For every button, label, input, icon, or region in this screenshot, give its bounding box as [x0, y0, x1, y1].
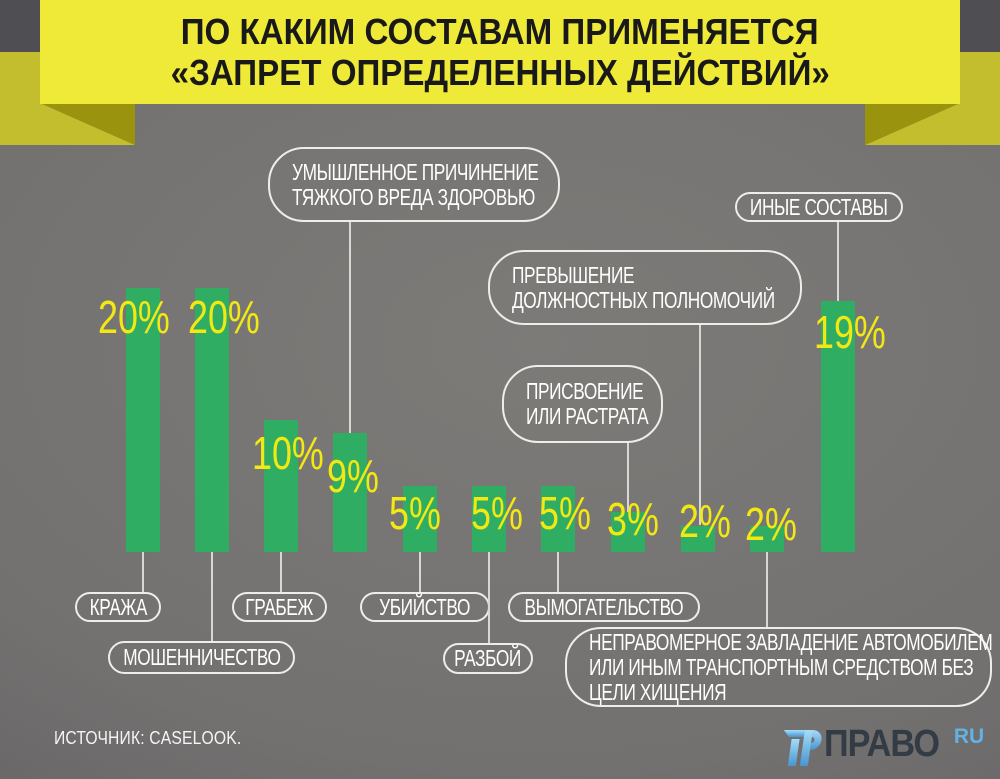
bar-value-label: 5% — [471, 487, 523, 539]
page-title-line-2: «ЗАПРЕТ ОПРЕДЕЛЕННЫХ ДЕЙСТВИЙ» — [170, 52, 830, 93]
category-callout-label: ГРАБЕЖ — [245, 593, 314, 620]
logo-wordmark: ПРАВО — [824, 723, 940, 765]
category-callout: МОШЕННИЧЕСТВО — [108, 641, 295, 674]
bar-value-label: 2% — [745, 498, 797, 550]
callout-connector-line — [699, 323, 701, 525]
pravo-logo-icon — [783, 730, 822, 766]
category-callout: КРАЖА — [75, 592, 161, 622]
logo-domain-suffix: RU — [953, 725, 985, 748]
chart-bar — [126, 288, 160, 552]
source-note: ИСТОЧНИК: CASELOOK. — [54, 728, 242, 748]
title-banner: ПО КАКИМ СОСТАВАМ ПРИМЕНЯЕТСЯ «ЗАПРЕТ ОП… — [40, 0, 960, 104]
bar-value-label: 2% — [679, 495, 731, 547]
bar-value-label: 20% — [188, 291, 260, 343]
category-callout-label: ИНЫЕ СОСТАВЫ — [750, 193, 888, 220]
bar-value-label: 19% — [814, 306, 886, 358]
pravo-ru-logo: ПРАВО RU — [776, 722, 984, 768]
chart-bar — [195, 288, 229, 552]
callout-connector-line — [488, 552, 490, 643]
bar-value-label: 10% — [252, 427, 324, 479]
category-callout-label: МОШЕННИЧЕСТВО — [122, 644, 281, 670]
category-callout-label: КРАЖА — [89, 593, 147, 620]
category-callout-label: УМЫШЛЕННОЕ ПРИЧИНЕНИЕ ТЯЖКОГО ВРЕДА ЗДОР… — [292, 158, 539, 210]
category-callout-label: ПРИСВОЕНИЕ ИЛИ РАСТРАТА — [526, 378, 649, 429]
category-callout-label: РАЗБОЙ — [454, 645, 522, 671]
bar-value-label: 9% — [327, 450, 379, 502]
category-callout: ПРЕВЫШЕНИЕ ДОЛЖНОСТНЫХ ПОЛНОМОЧИЙ — [488, 250, 802, 325]
chart-bar — [611, 512, 645, 552]
category-callout: ГРАБЕЖ — [232, 592, 327, 622]
chart-bar — [403, 486, 437, 552]
callout-connector-line — [211, 552, 213, 641]
chart-bar — [750, 525, 784, 552]
category-callout-label: ПРЕВЫШЕНИЕ ДОЛЖНОСТНЫХ ПОЛНОМОЧИЙ — [512, 261, 775, 313]
chart-bar — [681, 525, 715, 552]
ribbon-fold-left — [40, 103, 135, 145]
chart-bar — [333, 433, 367, 552]
category-callout: РАЗБОЙ — [443, 643, 533, 674]
ribbon-fold-right — [865, 103, 960, 145]
category-callout: НЕПРАВОМЕРНОЕ ЗАВЛАДЕНИЕ АВТОМОБИЛЕМ ИЛИ… — [565, 627, 993, 707]
callout-connector-line — [419, 552, 421, 592]
callout-connector-line — [280, 552, 282, 592]
category-callout-label: ВЫМОГАТЕЛЬСТВО — [524, 593, 684, 620]
chart-bar — [472, 486, 506, 552]
ribbon-tail-left — [0, 52, 40, 145]
callout-connector-line — [837, 221, 839, 301]
callout-connector-line — [766, 552, 768, 627]
category-callout: ИНЫЕ СОСТАВЫ — [735, 192, 903, 222]
category-callout: УМЫШЛЕННОЕ ПРИЧИНЕНИЕ ТЯЖКОГО ВРЕДА ЗДОР… — [268, 147, 560, 222]
bar-value-label: 5% — [389, 487, 441, 539]
category-callout-label: НЕПРАВОМЕРНОЕ ЗАВЛАДЕНИЕ АВТОМОБИЛЕМ ИЛИ… — [589, 628, 993, 705]
category-callout: ПРИСВОЕНИЕ ИЛИ РАСТРАТА — [502, 365, 663, 443]
ribbon-tail-right — [960, 52, 1000, 145]
category-callout-label: УБИЙСТВО — [379, 593, 471, 620]
callout-connector-line — [349, 220, 351, 433]
callout-connector-line — [142, 552, 144, 592]
category-callout: ВЫМОГАТЕЛЬСТВО — [508, 592, 700, 622]
bar-value-label: 3% — [607, 493, 659, 545]
page-title-line-1: ПО КАКИМ СОСТАВАМ ПРИМЕНЯЕТСЯ — [181, 11, 819, 52]
chart-bar — [541, 486, 575, 552]
bar-value-label: 5% — [539, 487, 591, 539]
callout-connector-line — [627, 441, 629, 512]
callout-connector-line — [557, 552, 559, 592]
chart-bar — [821, 301, 855, 552]
chart-bar — [264, 420, 298, 552]
bar-value-label: 20% — [98, 291, 170, 343]
category-callout: УБИЙСТВО — [360, 592, 490, 622]
